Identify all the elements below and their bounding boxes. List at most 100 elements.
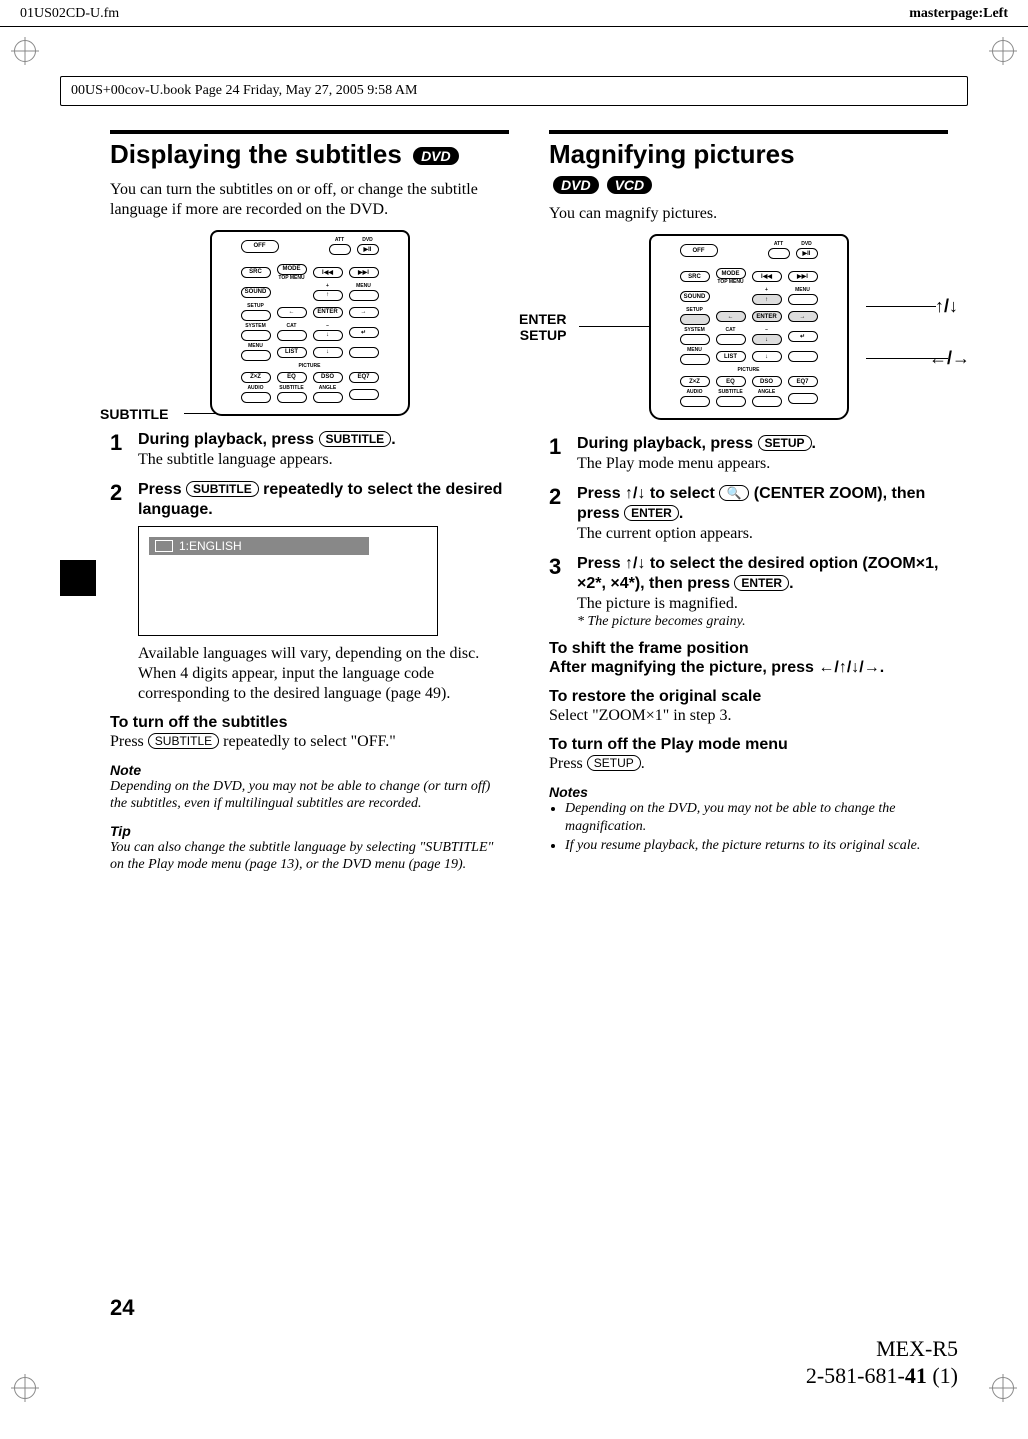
text: . — [641, 755, 645, 772]
remote-lbl: SYSTEM — [684, 328, 705, 333]
remote-lbl: SUBTITLE — [718, 390, 742, 395]
remote-btn: I◀◀ — [313, 267, 343, 278]
book-page-line: 00US+00cov-U.book Page 24 Friday, May 27… — [60, 76, 968, 106]
remote-body: OFF ATT DVD▶II SRC MODETOP MENU I◀◀ ▶▶I … — [210, 230, 410, 416]
text: During playback, press — [577, 435, 758, 452]
remote-btn: LIST — [277, 347, 307, 358]
step-text: During playback, press — [138, 431, 319, 448]
remote-btn: → — [349, 307, 379, 318]
subtitle-display-bar: 1:ENGLISH — [149, 537, 369, 555]
remote-btn-highlight: → — [788, 311, 818, 322]
remote-lbl: MENU — [248, 344, 263, 349]
remote-lbl: CAT — [287, 324, 297, 329]
step-body: The Play mode menu appears. — [577, 454, 948, 474]
subtitle-display-box: 1:ENGLISH — [138, 526, 438, 636]
remote-btn — [768, 248, 790, 259]
remote-btn — [241, 350, 271, 361]
header-left: 01US02CD-U.fm — [20, 6, 119, 22]
remote-btn — [716, 334, 746, 345]
text: Press — [549, 755, 587, 772]
reg-mark-icon — [992, 40, 1014, 62]
remote-btn — [788, 294, 818, 305]
remote-btn: MODE — [277, 264, 307, 275]
step-body: The subtitle language appears. — [138, 450, 509, 470]
step-title: Press ↑/↓ to select the desired option (… — [577, 554, 948, 594]
step-body: The current option appears. — [577, 524, 948, 544]
subhead-restore: To restore the original scale — [549, 688, 948, 706]
remote-lbl: MENU — [687, 348, 702, 353]
step-1: During playback, press SUBTITLE. The sub… — [110, 430, 509, 470]
remote-lbl: + — [765, 288, 768, 293]
callout-updown-icon: ↑/↓ — [935, 296, 958, 317]
enter-pill: ENTER — [734, 575, 789, 591]
remote-lbl: SETUP — [686, 308, 703, 313]
remote-btn: SRC — [241, 267, 271, 278]
side-tab — [60, 560, 96, 596]
remote-btn: Z×Z — [241, 372, 271, 383]
step-3: Press ↑/↓ to select the desired option (… — [549, 554, 948, 630]
remote-lbl: ATT — [774, 242, 783, 247]
remote-btn: ↓ — [752, 351, 782, 362]
remote-lbl: SYSTEM — [245, 324, 266, 329]
remote-btn: ← — [277, 307, 307, 318]
note-item: If you resume playback, the picture retu… — [565, 837, 948, 855]
callout-line — [866, 358, 948, 359]
reg-mark-icon — [14, 1377, 36, 1399]
remote-btn: SOUND — [241, 287, 271, 298]
subhead-turnoff: To turn off the subtitles — [110, 714, 509, 732]
remote-btn — [349, 389, 379, 400]
remote-btn — [313, 392, 343, 403]
remote-btn: OFF — [680, 244, 718, 257]
reg-mark-icon — [992, 1377, 1014, 1399]
remote-btn: ↵ — [349, 327, 379, 338]
remote-btn — [349, 347, 379, 358]
tip-body: You can also change the subtitle languag… — [110, 839, 509, 874]
remote-body: OFF ATT DVD▶II SRC MODETOP MENU I◀◀ ▶▶I … — [649, 234, 849, 420]
remote-btn: ▶▶I — [788, 271, 818, 282]
zoom-icon-pill: 🔍 — [719, 485, 749, 501]
vcd-badge-icon: VCD — [607, 176, 653, 194]
remote-btn-highlight — [680, 314, 710, 325]
intro-text: You can magnify pictures. — [549, 204, 948, 224]
remote-lbl: – — [765, 328, 768, 333]
callout-enter-setup: ENTER SETUP — [519, 312, 566, 343]
callout-subtitle: SUBTITLE — [100, 406, 168, 422]
remote-lbl: MENU — [795, 288, 810, 293]
remote-btn: DSO — [313, 372, 343, 383]
section-title-magnify: Magnifying pictures — [549, 130, 948, 170]
remote-btn: Z×Z — [680, 376, 710, 387]
tip-head: Tip — [110, 823, 509, 839]
remote-lbl-dvd: DVD — [362, 238, 373, 243]
registration-marks-top — [0, 40, 1028, 62]
remote-lbl: SETUP — [247, 304, 264, 309]
remote-btn: DSO — [752, 376, 782, 387]
note-head: Note — [110, 762, 509, 778]
remote-btn: SRC — [680, 271, 710, 282]
step-title: During playback, press SUBTITLE. — [138, 430, 509, 450]
subtitle-pill: SUBTITLE — [186, 481, 259, 497]
remote-btn: I◀◀ — [752, 271, 782, 282]
remote-btn: ↵ — [788, 331, 818, 342]
remote-lbl: PICTURE — [659, 368, 839, 373]
remote-btn: ▶II — [357, 244, 379, 255]
enter-pill: ENTER — [624, 505, 679, 521]
intro-text: You can turn the subtitles on or off, or… — [110, 180, 509, 220]
note-item: Depending on the DVD, you may not be abl… — [565, 800, 948, 835]
subhead-shift: To shift the frame position — [549, 640, 948, 658]
remote-btn-highlight: ↓ — [752, 334, 782, 345]
step-text: . — [391, 431, 395, 448]
remote-lbl: SUBTITLE — [279, 386, 303, 391]
notes-head: Notes — [549, 784, 948, 800]
subtitle-pill: SUBTITLE — [148, 733, 219, 749]
remote-btn — [788, 393, 818, 404]
remote-lbl: + — [326, 284, 329, 289]
body-text: After magnifying the picture, press ←/↑/… — [549, 658, 948, 678]
remote-btn — [716, 396, 746, 407]
right-column: Magnifying pictures DVD VCD You can magn… — [549, 130, 948, 1299]
remote-btn: EQ — [277, 372, 307, 383]
dvd-badge-icon: DVD — [413, 147, 459, 165]
remote-btn-highlight: ENTER — [752, 311, 782, 322]
setup-pill: SETUP — [758, 435, 812, 451]
step-title: During playback, press SETUP. — [577, 434, 948, 454]
text: Press — [110, 733, 148, 750]
